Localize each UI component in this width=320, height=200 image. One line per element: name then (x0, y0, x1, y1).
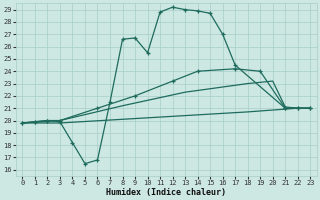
X-axis label: Humidex (Indice chaleur): Humidex (Indice chaleur) (106, 188, 226, 197)
